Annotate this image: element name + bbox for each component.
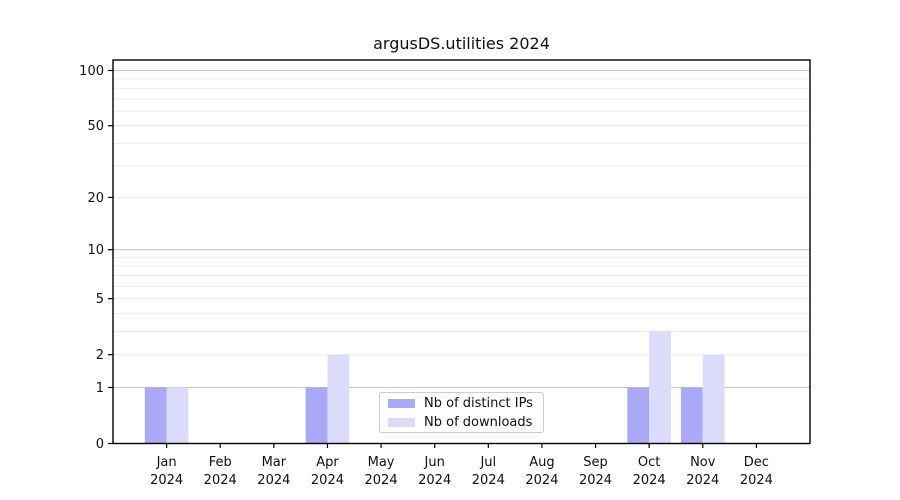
bar-downloads-oct	[649, 331, 671, 444]
legend-row-downloads: Nb of downloads	[388, 415, 543, 430]
bar-downloads-jan	[166, 387, 189, 444]
y-tick-label-1: 1	[96, 381, 104, 396]
x-tick-label-jul: Jul 2024	[472, 455, 505, 488]
x-tick-label-dec: Dec 2024	[740, 455, 773, 488]
x-tick-label-jun: Jun 2024	[418, 455, 451, 488]
bar-downloads-apr	[327, 354, 350, 444]
x-tick-label-mar: Mar 2024	[257, 455, 290, 488]
bar-distinct-ips-oct	[627, 387, 650, 444]
y-tick-label-5: 5	[96, 292, 104, 307]
bar-distinct-ips-jan	[144, 387, 167, 444]
x-tick-label-nov: Nov 2024	[686, 455, 719, 488]
bar-downloads-nov	[702, 354, 725, 444]
x-tick-label-jan: Jan 2024	[150, 455, 183, 488]
plot-border	[112, 59, 811, 445]
legend-label-downloads: Nb of downloads	[424, 414, 533, 430]
legend-swatch-downloads	[388, 417, 415, 427]
y-tick-label-0: 0	[96, 437, 104, 452]
x-tick-label-apr: Apr 2024	[311, 455, 344, 488]
y-tick-label-2: 2	[96, 348, 104, 363]
y-tick-label-10: 10	[87, 243, 104, 258]
bar-distinct-ips-apr	[305, 387, 328, 444]
legend-row-distinct-ips: Nb of distinct IPs	[388, 396, 543, 411]
legend: Nb of distinct IPs Nb of downloads	[379, 392, 544, 433]
y-tick-label-100: 100	[79, 64, 104, 79]
chart-title: argusDS.utilities 2024	[373, 34, 550, 53]
x-tick-label-may: May 2024	[365, 455, 398, 488]
x-tick-label-oct: Oct 2024	[633, 455, 666, 488]
x-tick-label-aug: Aug 2024	[525, 455, 558, 488]
legend-swatch-distinct-ips	[388, 398, 415, 408]
x-tick-label-feb: Feb 2024	[204, 455, 237, 488]
legend-label-distinct-ips: Nb of distinct IPs	[424, 395, 533, 411]
y-tick-label-20: 20	[87, 191, 104, 206]
bar-distinct-ips-nov	[680, 387, 703, 444]
x-tick-label-sep: Sep 2024	[579, 455, 612, 488]
y-tick-label-50: 50	[87, 119, 104, 134]
